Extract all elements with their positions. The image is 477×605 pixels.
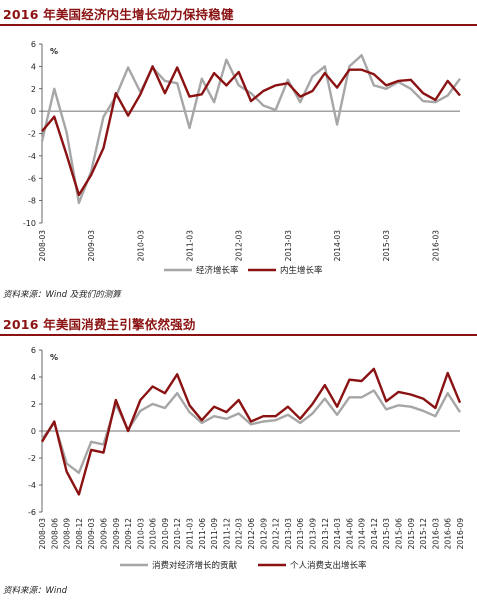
chart2-y-tick-label: -4 [28,481,36,490]
chart1-series-line-grey [40,54,461,205]
chart2-x-tick-label: 2013-03 [284,518,293,550]
chart2-x-tick-label: 2014-09 [358,518,367,550]
chart2-y-tick-label: -2 [28,454,36,463]
chart1-y-tick-label: -10 [23,219,36,228]
chart1-x-tick-label: 2010-03 [136,230,145,262]
chart2-series-line-red [40,367,462,496]
chart2-y-unit-label: % [50,353,58,362]
chart1-x-tick-label: 2016-03 [431,230,440,262]
chart1-source: 资料来源：Wind 及我们的测算 [3,290,121,300]
chart2-x-tick-label: 2014-12 [370,518,379,550]
chart1-legend-label: 经济增长率 [196,265,239,276]
chart2-x-tick-label: 2014-03 [333,518,342,550]
chart1-legend-label: 内生增长率 [280,265,323,276]
chart2-y-tick-label: 2 [31,400,36,409]
chart2-x-tick-label: 2008-06 [50,518,59,550]
chart2-title: 2016 年美国消费主引擎依然强劲 [3,317,196,332]
chart2-x-tick-label: 2016-06 [444,518,453,550]
chart2-x-tick-label: 2011-06 [198,518,207,550]
chart1-y-tick-label: 0 [31,107,36,116]
chart1-title-rule [0,24,477,26]
chart2-x-tick-label: 2010-03 [136,518,145,550]
chart1-y-tick-label: -4 [28,152,36,161]
chart2-x-tick-label: 2014-06 [345,518,354,550]
chart2-x-tick-label: 2013-09 [308,518,317,550]
chart2-source: 资料来源：Wind [3,586,68,596]
chart2-x-tick-label: 2010-09 [161,518,170,550]
chart2-x-tick-label: 2012-09 [259,518,268,550]
chart1-x-tick-label: 2013-03 [284,230,293,262]
chart2-x-tick-label: 2012-06 [247,518,256,550]
chart2-x-tick-label: 2012-12 [272,518,281,550]
chart1-x-tick-label: 2009-03 [87,230,96,262]
chart2-legend-label: 个人消费支出增长率 [290,560,367,571]
chart2-x-tick-label: 2011-12 [222,518,231,550]
chart1-series-line-red [41,65,461,197]
chart2-x-tick-label: 2013-06 [296,518,305,550]
chart1-economic-growth: -10 -8 -6 -4 -2 0 2 4 6% 2008-03 2009-03 2010-03 201… [23,40,461,276]
chart2-x-tick-label: 2008-12 [75,518,84,550]
chart2-x-tick-label: 2015-09 [407,518,416,550]
chart1-y-tick-label: 4 [31,62,36,71]
chart2-x-tick-label: 2016-03 [431,518,440,550]
chart2-x-tick-label: 2008-09 [63,518,72,550]
chart2-x-tick-label: 2011-09 [210,518,219,550]
chart1-x-tick-label: 2008-03 [38,230,47,262]
chart2-y-tick-label: 0 [31,427,36,436]
chart2-x-tick-label: 2009-06 [99,518,108,550]
chart2-y-tick-label: 4 [31,373,36,382]
chart2-x-tick-label: 2009-03 [87,518,96,550]
chart1-y-unit-label: % [50,47,58,56]
chart2-y-tick-label: -6 [28,508,36,517]
chart2-series-line-grey [41,389,462,475]
chart2-x-tick-label: 2012-03 [235,518,244,550]
chart1-y-tick-label: 2 [31,85,36,94]
chart2-x-tick-label: 2015-12 [419,518,428,550]
chart2-x-tick-label: 2008-03 [38,518,47,550]
chart1-x-tick-label: 2015-03 [382,230,391,262]
chart1-title: 2016 年美国经济内生增长动力保持稳健 [3,7,234,22]
chart2-x-tick-label: 2010-12 [173,518,182,550]
chart2-x-tick-label: 2009-12 [124,518,133,550]
chart2-x-tick-label: 2016-09 [456,518,465,550]
chart1-y-tick-label: -2 [28,130,36,139]
chart2-x-tick-label: 2011-03 [186,518,195,550]
chart1-y-tick-label: -6 [28,174,36,183]
chart1-x-tick-label: 2011-03 [186,230,195,262]
chart2-x-tick-label: 2009-09 [112,518,121,550]
chart1-x-tick-label: 2014-03 [333,230,342,262]
chart2-x-tick-label: 2013-12 [321,518,330,550]
chart2-legend-label: 消费对经济增长的贡献 [152,560,238,571]
chart1-y-tick-label: 6 [31,40,36,49]
chart2-x-tick-label: 2010-06 [149,518,158,550]
chart2-x-tick-label: 2015-03 [382,518,391,550]
chart2-x-tick-label: 2015-06 [395,518,404,550]
chart1-x-tick-label: 2012-03 [235,230,244,262]
chart2-title-rule [0,334,477,336]
chart1-y-tick-label: -8 [28,197,36,206]
chart2-y-tick-label: 6 [31,346,36,355]
